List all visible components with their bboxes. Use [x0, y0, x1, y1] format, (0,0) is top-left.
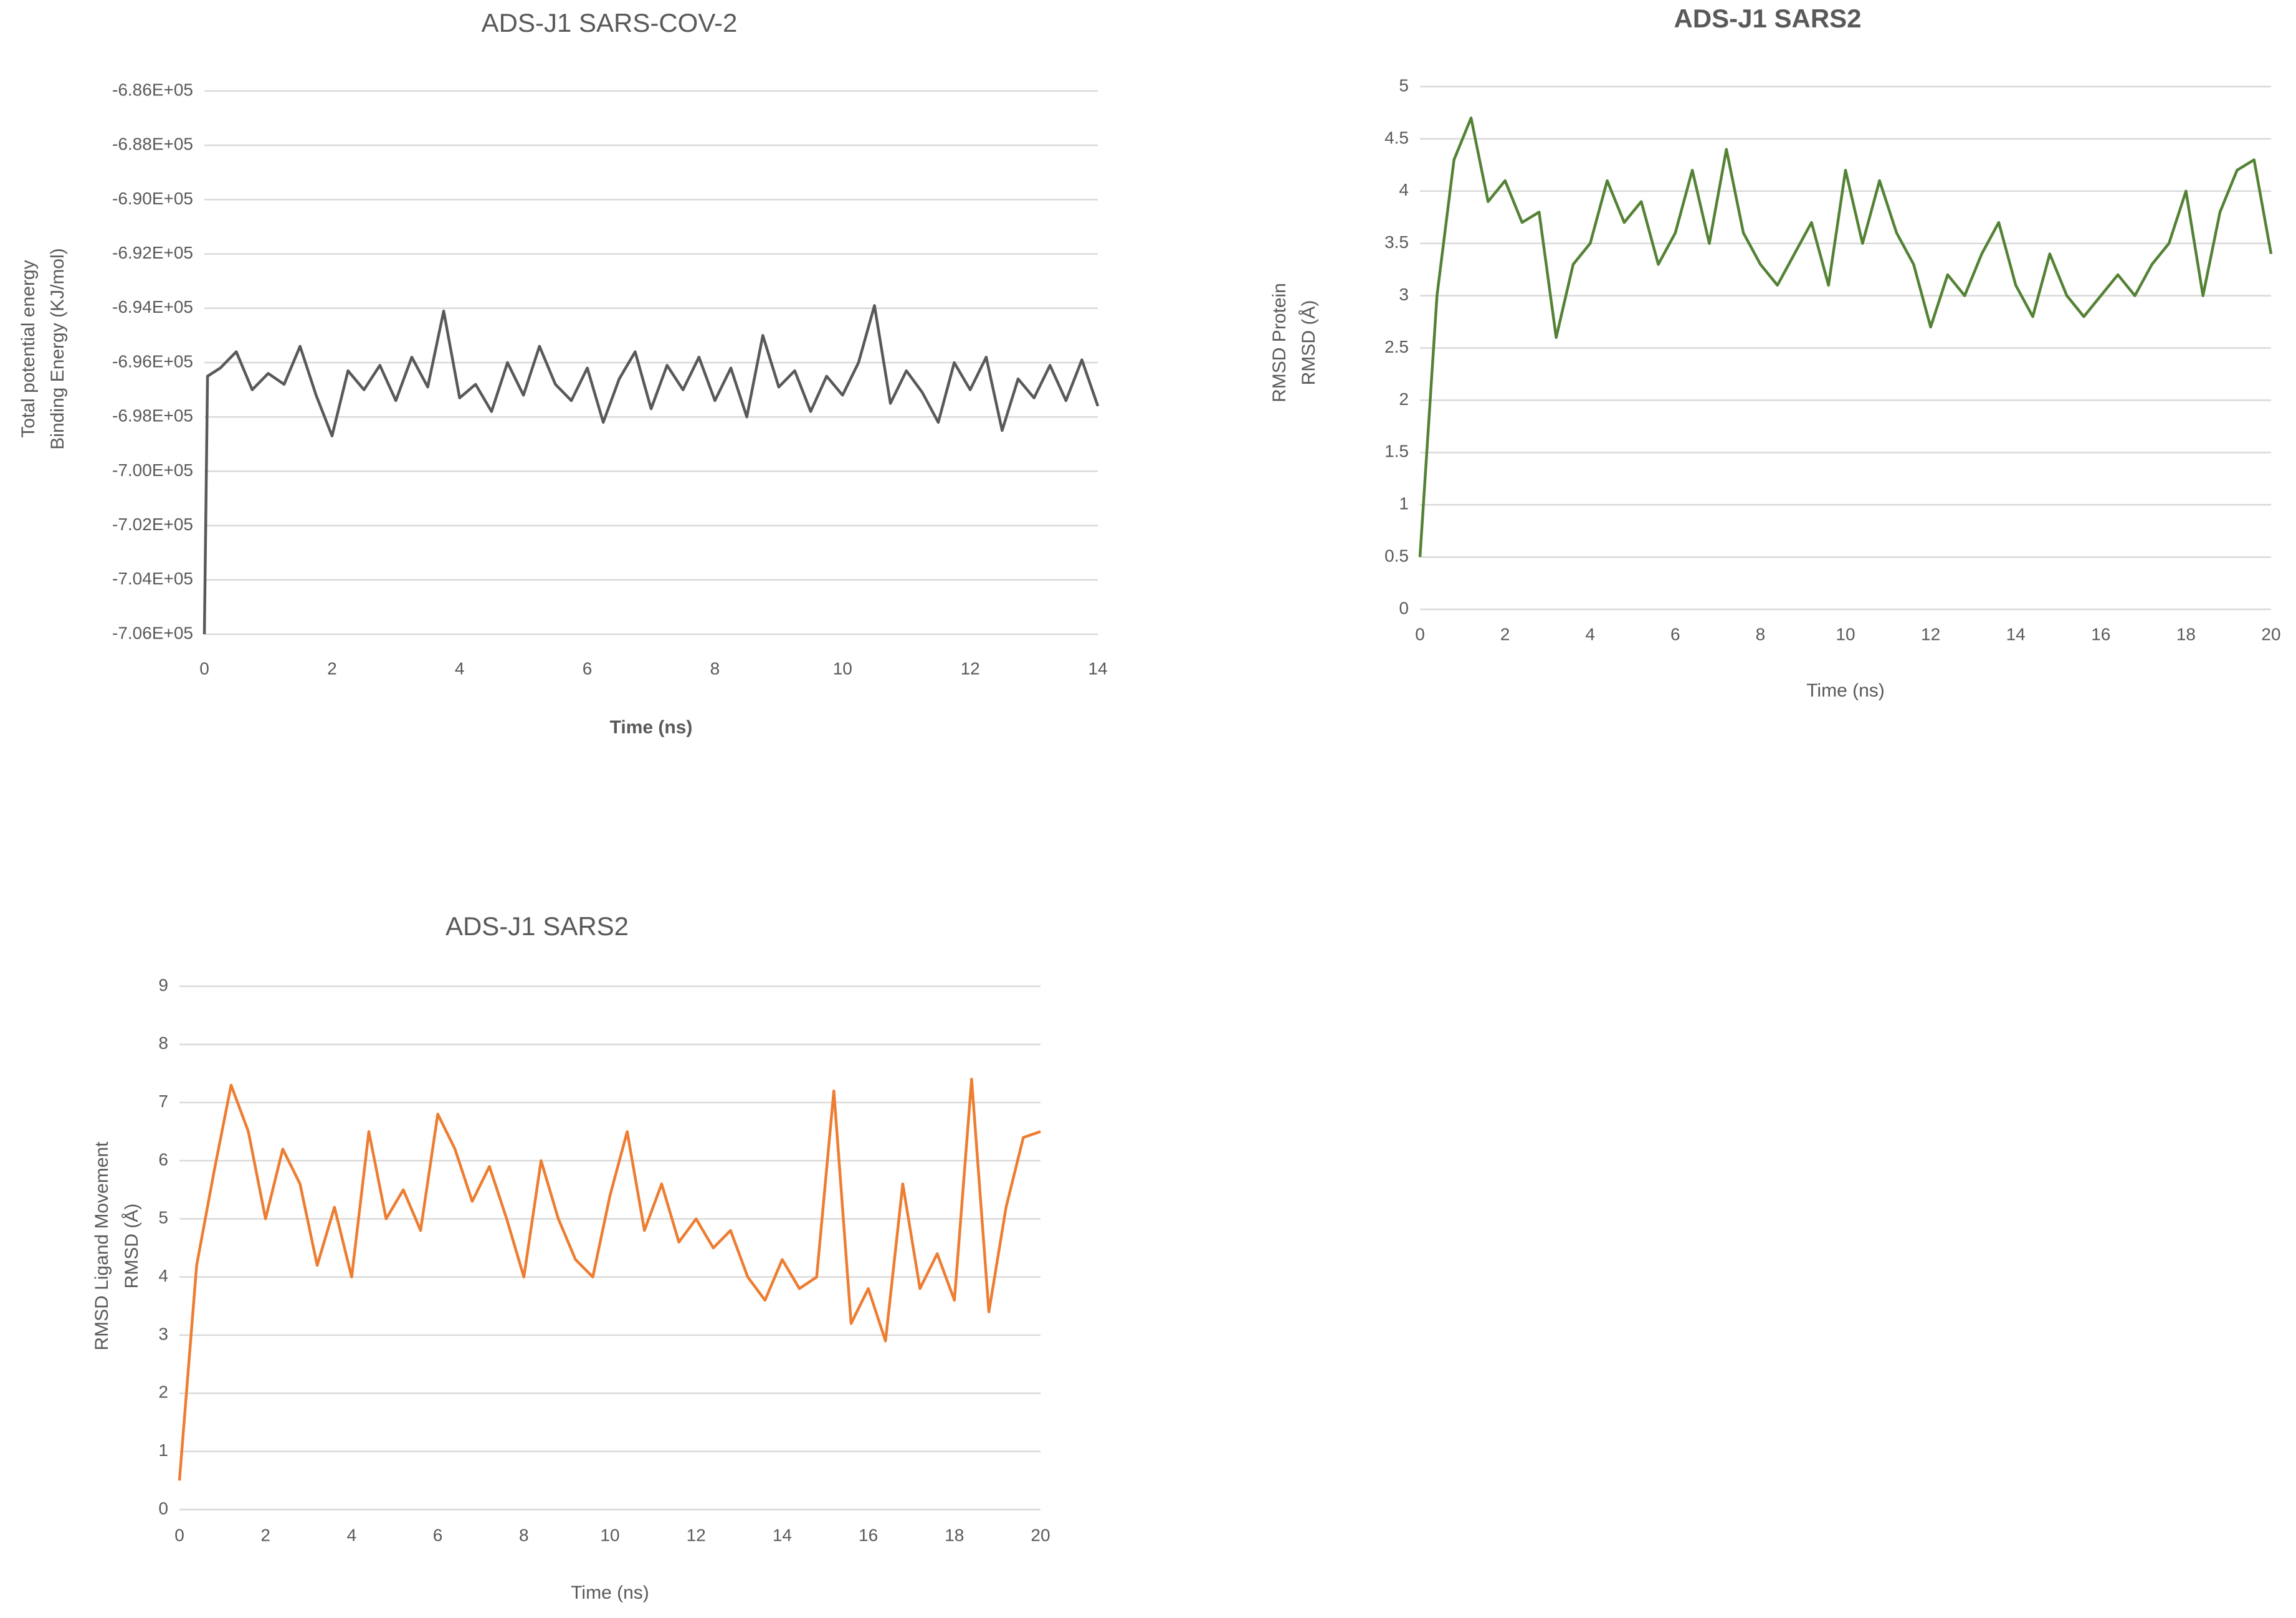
x-tick-label: 0	[199, 659, 209, 678]
x-tick-label: 8	[710, 659, 720, 678]
y-tick-label: 5	[1399, 75, 1409, 95]
x-tick-label: 16	[2091, 624, 2110, 644]
x-tick-label: 12	[1921, 624, 1940, 644]
y-tick-label: 0	[1399, 598, 1409, 617]
data-line	[1418, 117, 2273, 558]
x-tick-label: 12	[961, 659, 980, 678]
y-tick-label: 3	[1399, 285, 1409, 304]
y-tick-label: 2.5	[1384, 337, 1409, 356]
y-tick-label: -6.94E+05	[112, 297, 193, 316]
y-tick-label: -6.96E+05	[112, 351, 193, 371]
y-tick-label: 0.5	[1384, 546, 1409, 565]
x-tick-label: 6	[583, 659, 593, 678]
x-tick-label: 12	[687, 1525, 706, 1544]
y-axis-title: RMSD (Å)	[1298, 300, 1319, 386]
y-tick-label: -6.92E+05	[112, 243, 193, 262]
x-axis-title: Time (ns)	[1806, 680, 1885, 701]
y-tick-label: -7.00E+05	[112, 460, 193, 480]
x-tick-label: 10	[1836, 624, 1855, 644]
y-tick-label: -7.02E+05	[112, 515, 193, 534]
x-tick-label: 4	[455, 659, 465, 678]
x-tick-label: 0	[174, 1525, 184, 1544]
y-tick-label: 7	[158, 1092, 168, 1111]
x-tick-label: 10	[833, 659, 852, 678]
y-tick-label: 1	[1399, 494, 1409, 513]
x-tick-label: 0	[1415, 624, 1425, 644]
x-tick-label: 2	[260, 1525, 270, 1544]
y-axis-title: RMSD Protein	[1269, 283, 1290, 402]
data-line	[178, 1078, 1041, 1481]
y-tick-label: 4	[1399, 180, 1409, 199]
x-tick-label: 8	[1756, 624, 1766, 644]
y-axis-title: Total potential energy	[18, 260, 39, 437]
chart-title: ADS-J1 SARS2	[1674, 4, 1861, 33]
x-tick-label: 2	[1500, 624, 1510, 644]
y-tick-label: 5	[158, 1208, 168, 1227]
y-tick-label: 2	[1399, 389, 1409, 409]
y-tick-label: -7.04E+05	[112, 569, 193, 588]
x-tick-label: 4	[347, 1525, 357, 1544]
y-tick-label: -6.98E+05	[112, 406, 193, 426]
y-axis-title: RMSD (Å)	[121, 1204, 142, 1289]
data-line	[202, 304, 1100, 635]
y-tick-label: -6.88E+05	[112, 135, 193, 154]
y-tick-label: 3.5	[1384, 232, 1409, 252]
y-tick-label: 9	[158, 975, 168, 994]
y-tick-label: 1	[158, 1440, 168, 1460]
x-tick-label: 20	[1031, 1525, 1050, 1544]
y-axis-title: RMSD Ligand Movement	[92, 1141, 112, 1351]
y-tick-label: 4	[158, 1266, 168, 1285]
x-tick-label: 6	[1670, 624, 1680, 644]
x-axis-title: Time (ns)	[571, 1582, 649, 1603]
y-axis-title: Binding Energy (KJ/mol)	[47, 248, 68, 449]
x-tick-label: 14	[773, 1525, 792, 1544]
y-tick-label: 3	[158, 1324, 168, 1343]
x-tick-label: 10	[600, 1525, 619, 1544]
y-tick-label: 0	[158, 1498, 168, 1518]
y-tick-label: 1.5	[1384, 442, 1409, 461]
x-tick-label: 16	[859, 1525, 878, 1544]
x-tick-label: 4	[1585, 624, 1595, 644]
x-tick-label: 2	[327, 659, 337, 678]
x-tick-label: 6	[433, 1525, 443, 1544]
x-axis-title: Time (ns)	[610, 717, 693, 738]
y-tick-label: -7.06E+05	[112, 623, 193, 642]
x-tick-label: 8	[519, 1525, 529, 1544]
y-tick-label: 8	[158, 1034, 168, 1053]
x-tick-label: 14	[2006, 624, 2026, 644]
y-tick-label: 2	[158, 1382, 168, 1402]
x-tick-label: 14	[1088, 659, 1107, 678]
y-tick-label: -6.86E+05	[112, 80, 193, 99]
x-tick-label: 20	[2261, 624, 2280, 644]
chart-title: ADS-J1 SARS-COV-2	[482, 8, 738, 37]
x-tick-label: 18	[945, 1525, 964, 1544]
y-tick-label: 6	[158, 1149, 168, 1169]
y-tick-label: -6.90E+05	[112, 189, 193, 208]
x-tick-label: 18	[2176, 624, 2196, 644]
y-tick-label: 4.5	[1384, 128, 1409, 147]
chart-title: ADS-J1 SARS2	[445, 911, 629, 941]
